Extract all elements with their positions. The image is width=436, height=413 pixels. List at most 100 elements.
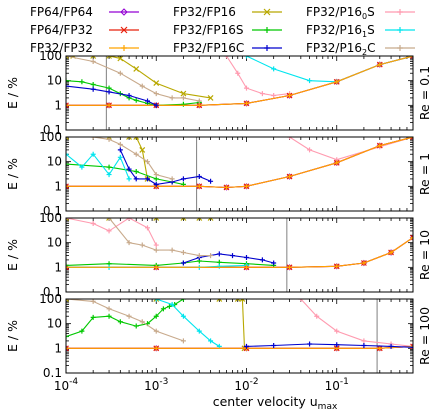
data-point [216,263,222,269]
data-point [243,183,249,189]
data-point [90,86,96,92]
data-point [208,253,214,259]
y-tick-label: 100 [39,211,62,225]
data-point [133,97,139,103]
legend-marker [397,9,403,15]
data-point [271,93,277,99]
data-point [133,176,139,182]
series-line [156,299,220,347]
data-point [90,56,97,59]
data-point [144,176,150,182]
legend-entry: FP64/FP64 [30,5,139,19]
data-point [169,95,175,101]
y-tick-label: 1 [54,341,62,355]
data-point [66,102,69,109]
series-line [289,137,413,161]
data-point [117,70,123,76]
data-point [243,255,249,261]
data-point [377,62,383,68]
data-point [117,56,124,62]
legend-marker [264,27,270,33]
y-tick-label: 0.1 [43,204,62,218]
data-point [180,249,186,255]
x-tick-label: 10-4 [54,377,79,393]
data-point [271,260,277,266]
data-point [90,314,96,320]
legend-entry: FP32/P162C [306,41,415,57]
legend-label: FP32/FP16S [173,23,243,37]
data-point [196,253,202,259]
data-point [66,218,69,221]
data-point [271,343,277,349]
data-point [117,141,123,147]
legend-label: FP64/FP32 [30,23,93,37]
data-point [180,218,187,221]
data-point [180,299,186,302]
data-point [153,313,159,319]
legend-entry: FP32/FP16C [173,41,282,55]
data-point [66,299,69,302]
y-tick-label: 1 [54,260,62,274]
panel-frame [65,298,414,374]
data-point [66,345,69,352]
legend-label: FP32/FP32 [30,41,93,55]
y-tick-label: 100 [39,49,62,63]
data-point [361,343,367,349]
legend-marker [121,45,127,51]
data-point [196,98,202,104]
legend-marker [397,27,403,33]
data-point [180,260,186,266]
data-point [139,83,145,89]
data-point [223,184,229,190]
data-point [126,218,132,221]
series-line [66,153,130,180]
x-axis-label-sub: max [318,402,338,412]
data-point [180,176,186,182]
data-point [106,164,112,170]
series-line [66,218,157,246]
data-point [153,299,159,302]
y-tick-label: 0.1 [43,123,62,137]
data-point [377,143,383,149]
data-point [243,85,249,91]
legend-label: FP64/FP64 [30,5,93,19]
data-point [160,306,166,312]
data-point [361,338,367,344]
data-point [334,160,340,166]
data-point [207,94,214,101]
data-point [117,154,123,160]
panel: 0.1 1 10 100 E / % Re = 0.1 [5,49,432,137]
series-line [66,137,149,179]
data-point [153,172,159,178]
data-point [243,343,249,349]
y-tick-label: 10 [47,317,62,331]
legend-entry: FP32/FP32 [30,41,139,55]
data-point [66,151,69,157]
data-point [66,264,69,270]
legend-entry: FP32/P161S [306,23,415,39]
legend-label: FP32/P160S [306,5,375,21]
data-point [180,90,187,97]
data-point [66,183,69,189]
legend-label: FP32/P162C [306,41,375,57]
data-point [153,299,160,302]
data-point [287,93,293,99]
panel-frame [65,55,414,131]
series-line [66,345,413,349]
data-point [66,137,69,140]
panel-label: Re = 0.1 [417,66,432,120]
y-tick-label: 1 [54,179,62,193]
data-point [79,164,85,170]
y-tick-label: 10 [47,155,62,169]
data-point [307,78,313,84]
data-point [90,137,96,140]
data-point [298,299,304,302]
panel-series [66,218,413,292]
data-point [334,342,340,348]
data-point [133,137,140,140]
data-point [66,161,69,167]
data-point [106,137,112,142]
data-point [66,56,69,59]
panel-label: Re = 100 [417,307,432,365]
